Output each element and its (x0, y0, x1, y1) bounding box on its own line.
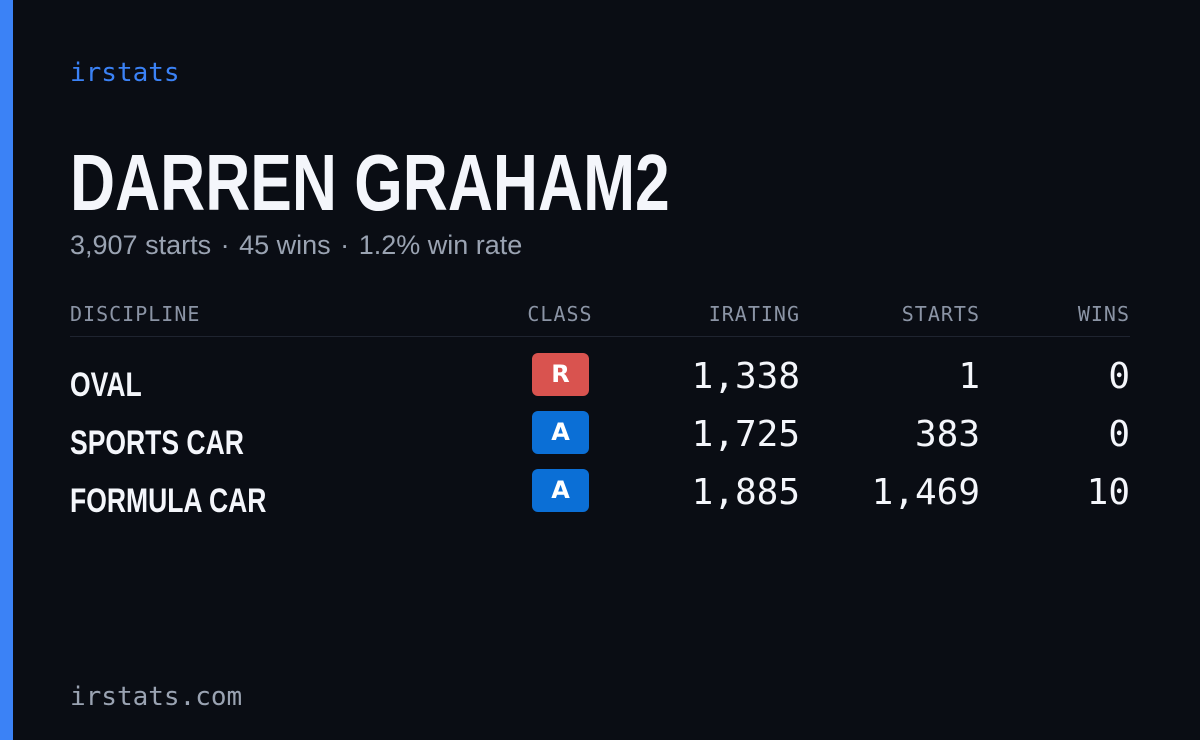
table-row: SPORTS CAR A 1,725 383 0 (70, 411, 1130, 469)
header-starts: STARTS (901, 302, 980, 326)
table-row: OVAL R 1,338 1 0 (70, 353, 1130, 411)
class-badge: R (532, 353, 589, 396)
wins-value: 0 (1108, 414, 1130, 455)
separator: · (220, 230, 230, 260)
discipline-name: OVAL (70, 366, 142, 404)
total-wins: 45 wins (239, 230, 331, 260)
irating-value: 1,885 (691, 472, 800, 513)
starts-value: 1 (958, 356, 980, 397)
header-wins: WINS (1077, 302, 1130, 326)
discipline-name: SPORTS CAR (70, 424, 244, 462)
accent-bar (0, 0, 13, 740)
discipline-table: DISCIPLINE CLASS IRATING STARTS WINS OVA… (70, 298, 1130, 527)
table-row: FORMULA CAR A 1,885 1,469 10 (70, 469, 1130, 527)
header-class: CLASS (527, 302, 593, 326)
driver-name: DARREN GRAHAM2 (70, 138, 670, 227)
table-body: OVAL R 1,338 1 0 SPORTS CAR A 1,725 383 … (70, 337, 1130, 527)
footer-url: irstats.com (70, 682, 243, 712)
irating-value: 1,725 (691, 414, 800, 455)
starts-value: 1,469 (871, 472, 980, 513)
total-starts: 3,907 starts (70, 230, 212, 260)
driver-summary: 3,907 starts · 45 wins · 1.2% win rate (70, 228, 522, 262)
table-header: DISCIPLINE CLASS IRATING STARTS WINS (70, 298, 1130, 337)
wins-value: 10 (1086, 472, 1130, 513)
header-irating: IRATING (708, 302, 800, 326)
separator: · (340, 230, 350, 260)
class-badge: A (532, 411, 589, 454)
wins-value: 0 (1108, 356, 1130, 397)
class-badge: A (532, 469, 589, 512)
starts-value: 383 (914, 414, 980, 455)
discipline-name: FORMULA CAR (70, 482, 267, 520)
header-discipline: DISCIPLINE (70, 302, 201, 326)
win-rate: 1.2% win rate (358, 230, 523, 260)
irating-value: 1,338 (691, 356, 800, 397)
brand-logo-text: irstats (70, 58, 180, 88)
